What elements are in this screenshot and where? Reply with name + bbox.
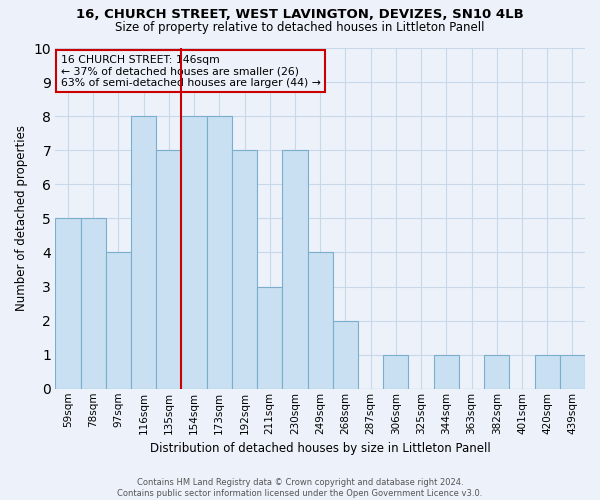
Bar (156, 150, 181, 389)
Bar (106, 252, 131, 389)
Text: 16, CHURCH STREET, WEST LAVINGTON, DEVIZES, SN10 4LB: 16, CHURCH STREET, WEST LAVINGTON, DEVIZ… (76, 8, 524, 20)
Bar (181, 116, 206, 389)
Bar (257, 286, 283, 389)
Bar (333, 320, 358, 389)
Bar (55, 218, 80, 389)
Text: 16 CHURCH STREET: 146sqm
← 37% of detached houses are smaller (26)
63% of semi-d: 16 CHURCH STREET: 146sqm ← 37% of detach… (61, 55, 320, 88)
Bar (283, 150, 308, 389)
Bar (434, 354, 459, 389)
Bar (308, 252, 333, 389)
Bar (206, 116, 232, 389)
Bar (383, 354, 409, 389)
Bar (560, 354, 585, 389)
Y-axis label: Number of detached properties: Number of detached properties (15, 126, 28, 312)
Bar (484, 354, 509, 389)
Bar (535, 354, 560, 389)
Bar (80, 218, 106, 389)
Text: Contains HM Land Registry data © Crown copyright and database right 2024.
Contai: Contains HM Land Registry data © Crown c… (118, 478, 482, 498)
Bar (232, 150, 257, 389)
X-axis label: Distribution of detached houses by size in Littleton Panell: Distribution of detached houses by size … (150, 442, 491, 455)
Text: Size of property relative to detached houses in Littleton Panell: Size of property relative to detached ho… (115, 21, 485, 34)
Bar (131, 116, 156, 389)
